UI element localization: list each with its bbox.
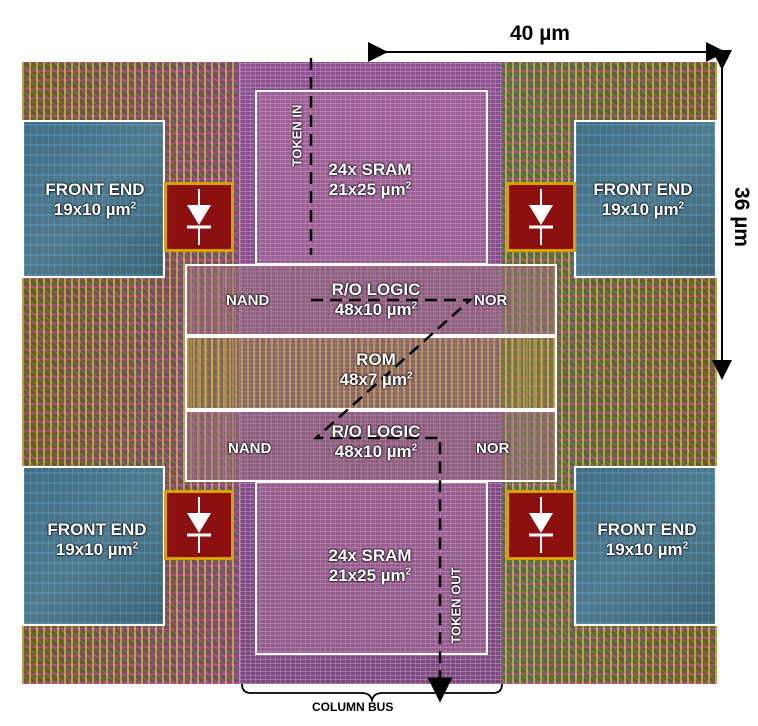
front-end-label-bottom-left: FRONT END 19x10 µm2 bbox=[47, 520, 147, 559]
diode-icon bbox=[506, 490, 576, 560]
front-end-label-top-right: FRONT END 19x10 µm2 bbox=[593, 180, 693, 219]
rom-label: ROM 48x7 µm2 bbox=[339, 350, 413, 389]
ro-logic-block-top bbox=[185, 264, 557, 336]
nor-label-bottom: NOR bbox=[476, 440, 510, 457]
sram-label-bottom: 24x SRAM 21x25 µm2 bbox=[328, 546, 412, 585]
column-bus-brace bbox=[241, 683, 503, 704]
sram-label-top: 24x SRAM 21x25 µm2 bbox=[328, 160, 412, 199]
front-end-label-top-left: FRONT END 19x10 µm2 bbox=[45, 180, 145, 219]
diode-icon bbox=[164, 490, 234, 560]
diode-icon bbox=[164, 182, 234, 252]
front-end-top-left bbox=[22, 120, 165, 278]
sram-block-top bbox=[255, 90, 488, 265]
ro-logic-label-top: R/O LOGIC 48x10 µm2 bbox=[331, 280, 421, 319]
front-end-label-bottom-right: FRONT END 19x10 µm2 bbox=[597, 520, 697, 559]
nand-label-top: NAND bbox=[226, 292, 270, 309]
token-out-label: TOKEN OUT bbox=[448, 567, 464, 644]
rom-block bbox=[185, 336, 557, 410]
sram-block-bottom bbox=[255, 481, 488, 655]
ro-logic-label-bottom: R/O LOGIC 48x10 µm2 bbox=[331, 422, 421, 461]
diode-icon bbox=[506, 182, 576, 252]
nand-label-bottom: NAND bbox=[228, 440, 272, 457]
width-dimension-label: 40 µm bbox=[510, 22, 570, 45]
ro-logic-block-bottom bbox=[185, 410, 557, 482]
nor-label-top: NOR bbox=[474, 292, 508, 309]
height-dimension-label: 36 µm bbox=[729, 187, 753, 247]
token-in-label: TOKEN IN bbox=[289, 104, 305, 167]
token-path bbox=[309, 58, 474, 690]
column-bus-label: COLUMN BUS bbox=[312, 700, 394, 714]
